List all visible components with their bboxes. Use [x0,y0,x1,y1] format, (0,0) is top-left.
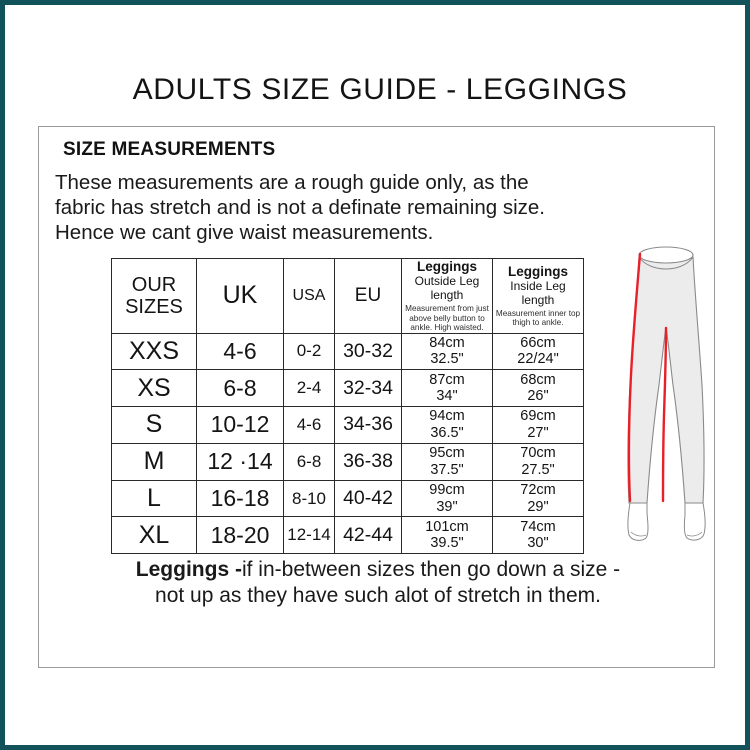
header-eu: EU [334,258,402,334]
cell-uk: 16-18 [196,479,284,518]
cell-inside-leg: 70cm 27.5" [492,442,584,481]
cell-outside-leg: 101cm 39.5" [401,516,493,555]
table-row: XS 6-8 2-4 32-34 87cm 34" 68cm 26" [111,369,584,408]
header-our-sizes-line1: OUR [131,273,177,296]
intro-line-1: These measurements are a rough guide onl… [55,171,529,194]
cell-uk: 4-6 [196,332,284,371]
cell-eu: 34-36 [334,406,402,444]
cell-eu: 32-34 [334,369,402,408]
cell-inside-in: 26" [527,388,549,405]
cell-inside-cm: 66cm [520,334,556,351]
header-inside-title: Leggings [508,263,568,279]
cell-inside-cm: 70cm [520,445,556,462]
cell-outside-cm: 87cm [429,371,465,388]
header-our-sizes: OUR SIZES [111,258,197,334]
cell-usa: 12-14 [283,516,335,555]
table-row: XXS 4-6 0-2 30-32 84cm 32.5" 66cm 22/24" [111,332,584,371]
cell-outside-cm: 84cm [429,334,465,351]
header-outside-subtitle: Outside Leg length [414,274,480,302]
cell-outside-cm: 95cm [429,445,465,462]
cell-outside-leg: 84cm 32.5" [401,332,493,371]
cell-eu: 40-42 [334,479,402,518]
cell-size: XS [111,369,197,408]
cell-inside-cm: 68cm [520,371,556,388]
cell-outside-in: 37.5" [430,461,464,478]
cell-outside-in: 32.5" [430,351,464,368]
cell-eu: 36-38 [334,442,402,481]
header-inside-leg: Leggings Inside Leg length Measurement i… [492,258,584,334]
cell-inside-cm: 72cm [520,482,556,499]
cell-inside-in: 29" [527,498,549,515]
cell-usa: 8-10 [283,479,335,518]
note-line-1: Leggings -if in-between sizes then go do… [53,557,703,583]
cell-inside-in: 22/24" [517,351,559,368]
cell-outside-leg: 99cm 39" [401,479,493,518]
cell-inside-leg: 74cm 30" [492,516,584,555]
header-inside-subtitle: Inside Leg length [510,278,566,307]
cell-outside-in: 36.5" [430,424,464,441]
cell-inside-in: 27.5" [521,461,555,478]
cell-usa: 0-2 [283,332,335,371]
header-uk: UK [196,258,284,334]
cell-inside-leg: 72cm 29" [492,479,584,518]
cell-size: XXS [111,332,197,371]
leggings-fit-note: Leggings -if in-between sizes then go do… [53,557,703,609]
cell-inside-leg: 68cm 26" [492,369,584,408]
cell-outside-leg: 95cm 37.5" [401,442,493,481]
cell-uk: 10-12 [196,406,284,444]
table-row: L 16-18 8-10 40-42 99cm 39" 72cm 29" [111,479,584,518]
header-outside-leg: Leggings Outside Leg length Measurement … [401,258,493,334]
cell-outside-in: 39" [436,498,458,515]
table-row: S 10-12 4-6 34-36 94cm 36.5" 69cm 27" [111,406,584,444]
table-body: XXS 4-6 0-2 30-32 84cm 32.5" 66cm 22/24"… [111,332,584,555]
table-row: XL 18-20 12-14 42-44 101cm 39.5" 74cm 30… [111,516,584,555]
header-outside-title: Leggings [417,259,477,274]
cell-usa: 4-6 [283,406,335,444]
cell-inside-leg: 66cm 22/24" [492,332,584,371]
header-outside-detail: Measurement from just above belly button… [405,304,489,332]
cell-size: L [111,479,197,518]
cell-inside-leg: 69cm 27" [492,406,584,444]
page-title: ADULTS SIZE GUIDE - LEGGINGS [132,73,628,106]
cell-uk: 6-8 [196,369,284,408]
cell-eu: 30-32 [334,332,402,371]
cell-usa: 6-8 [283,442,335,481]
cell-outside-in: 34" [436,388,458,405]
cell-outside-leg: 87cm 34" [401,369,493,408]
panel-heading: SIZE MEASUREMENTS [63,139,276,160]
note-line-1-rest: if in-between sizes then go down a size … [241,558,621,581]
header-inside-detail: Measurement inner top thigh to ankle. [495,308,581,328]
cell-size: S [111,406,197,444]
cell-usa: 2-4 [283,369,335,408]
cell-inside-in: 27" [527,424,549,441]
table-row: M 12 ·14 6-8 36-38 95cm 37.5" 70cm 27.5" [111,442,584,481]
leggings-diagram [617,235,717,547]
note-bold-label: Leggings - [135,558,242,581]
cell-inside-cm: 74cm [520,518,556,535]
size-table: OUR SIZES UK USA EU Leggings Outside Leg… [111,258,584,555]
cell-outside-cm: 101cm [425,518,469,535]
cell-outside-leg: 94cm 36.5" [401,406,493,444]
cell-size: M [111,442,197,481]
cell-inside-in: 30" [527,535,549,552]
intro-line-2: fabric has stretch and is not a definate… [55,196,545,219]
cell-uk: 18-20 [196,516,284,555]
note-line-2: not up as they have such alot of stretch… [155,584,601,607]
cell-outside-cm: 99cm [429,482,465,499]
cell-outside-in: 39.5" [430,535,464,552]
intro-line-3: Hence we cant give waist measurements. [55,221,434,244]
header-usa: USA [283,258,335,334]
cell-eu: 42-44 [334,516,402,555]
cell-uk: 12 ·14 [196,442,284,481]
intro-text: These measurements are a rough guide onl… [55,170,705,245]
header-our-sizes-line2: SIZES [125,295,183,318]
table-header-row: OUR SIZES UK USA EU Leggings Outside Leg… [111,258,584,334]
size-measurements-panel: SIZE MEASUREMENTS These measurements are… [38,126,715,668]
cell-outside-cm: 94cm [429,408,465,425]
cell-size: XL [111,516,197,555]
cell-inside-cm: 69cm [520,408,556,425]
